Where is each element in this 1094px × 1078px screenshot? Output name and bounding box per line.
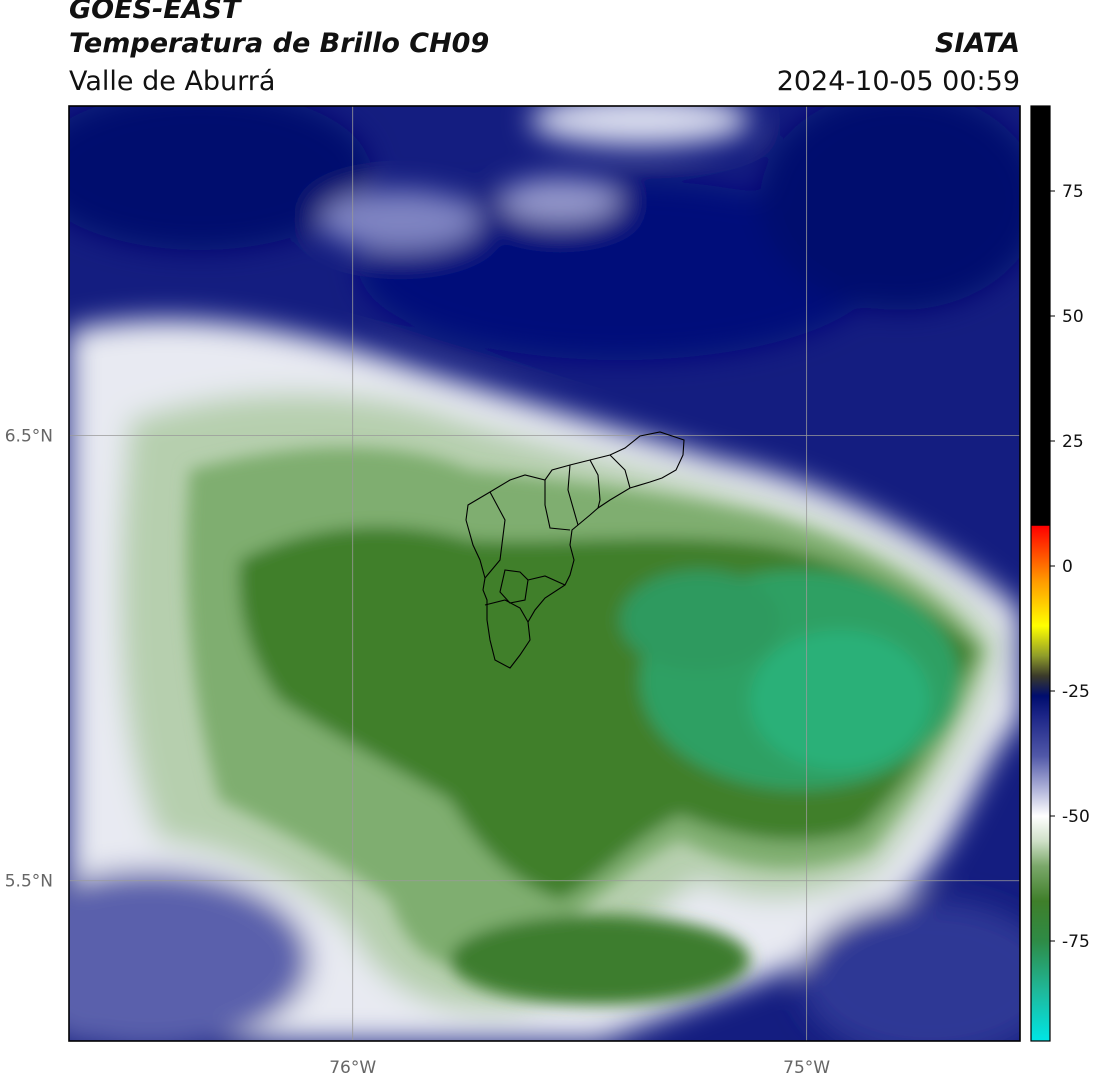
colorbar-tick-label: -75 xyxy=(1062,932,1090,952)
boundary-inner-2 xyxy=(544,480,571,531)
satellite-title: GOES-EAST xyxy=(69,0,241,25)
boundary-inner-1 xyxy=(484,491,506,579)
boundary-inner-6 xyxy=(499,569,529,604)
organization-label: SIATA xyxy=(934,28,1020,59)
lon-tick-label: 76°W xyxy=(329,1058,376,1078)
colorbar-tick-label: -25 xyxy=(1062,682,1090,702)
map-frame xyxy=(68,105,1021,1042)
longitude-labels: 76°W 75°W xyxy=(329,1058,830,1078)
colorbar-tick-label: 25 xyxy=(1062,432,1084,452)
colorbar-tick-label: 75 xyxy=(1062,182,1084,202)
boundary-inner-5 xyxy=(609,454,631,489)
graticule xyxy=(69,106,1020,1041)
latitude-labels: 6.5°N 5.5°N xyxy=(5,426,53,891)
colorbar-tick-label: 50 xyxy=(1062,307,1084,327)
lat-tick-label: 6.5°N xyxy=(5,426,53,446)
municipal-boundaries xyxy=(465,431,685,669)
colorbar-tick-label: -50 xyxy=(1062,807,1090,827)
boundary-inner-8 xyxy=(527,575,566,586)
product-title: Temperatura de Brillo CH09 xyxy=(69,28,490,59)
colorbar-gradient xyxy=(1031,106,1050,1041)
colorbar-tick-label: 0 xyxy=(1062,557,1073,577)
colorbar-frame xyxy=(1030,105,1051,1042)
colorbar: 75 50 25 0 -25 -50 -75 xyxy=(1030,105,1090,1042)
boundary-inner-7 xyxy=(484,599,529,623)
boundary-inner-4 xyxy=(589,459,601,509)
lon-tick-label: 75°W xyxy=(783,1058,830,1078)
region-subtitle: Valle de Aburrá xyxy=(69,66,276,97)
lat-tick-label: 5.5°N xyxy=(5,872,53,892)
imagery-field xyxy=(69,106,1020,1041)
boundary-inner-3 xyxy=(567,464,579,526)
datetime-label: 2024-10-05 00:59 xyxy=(776,66,1020,97)
